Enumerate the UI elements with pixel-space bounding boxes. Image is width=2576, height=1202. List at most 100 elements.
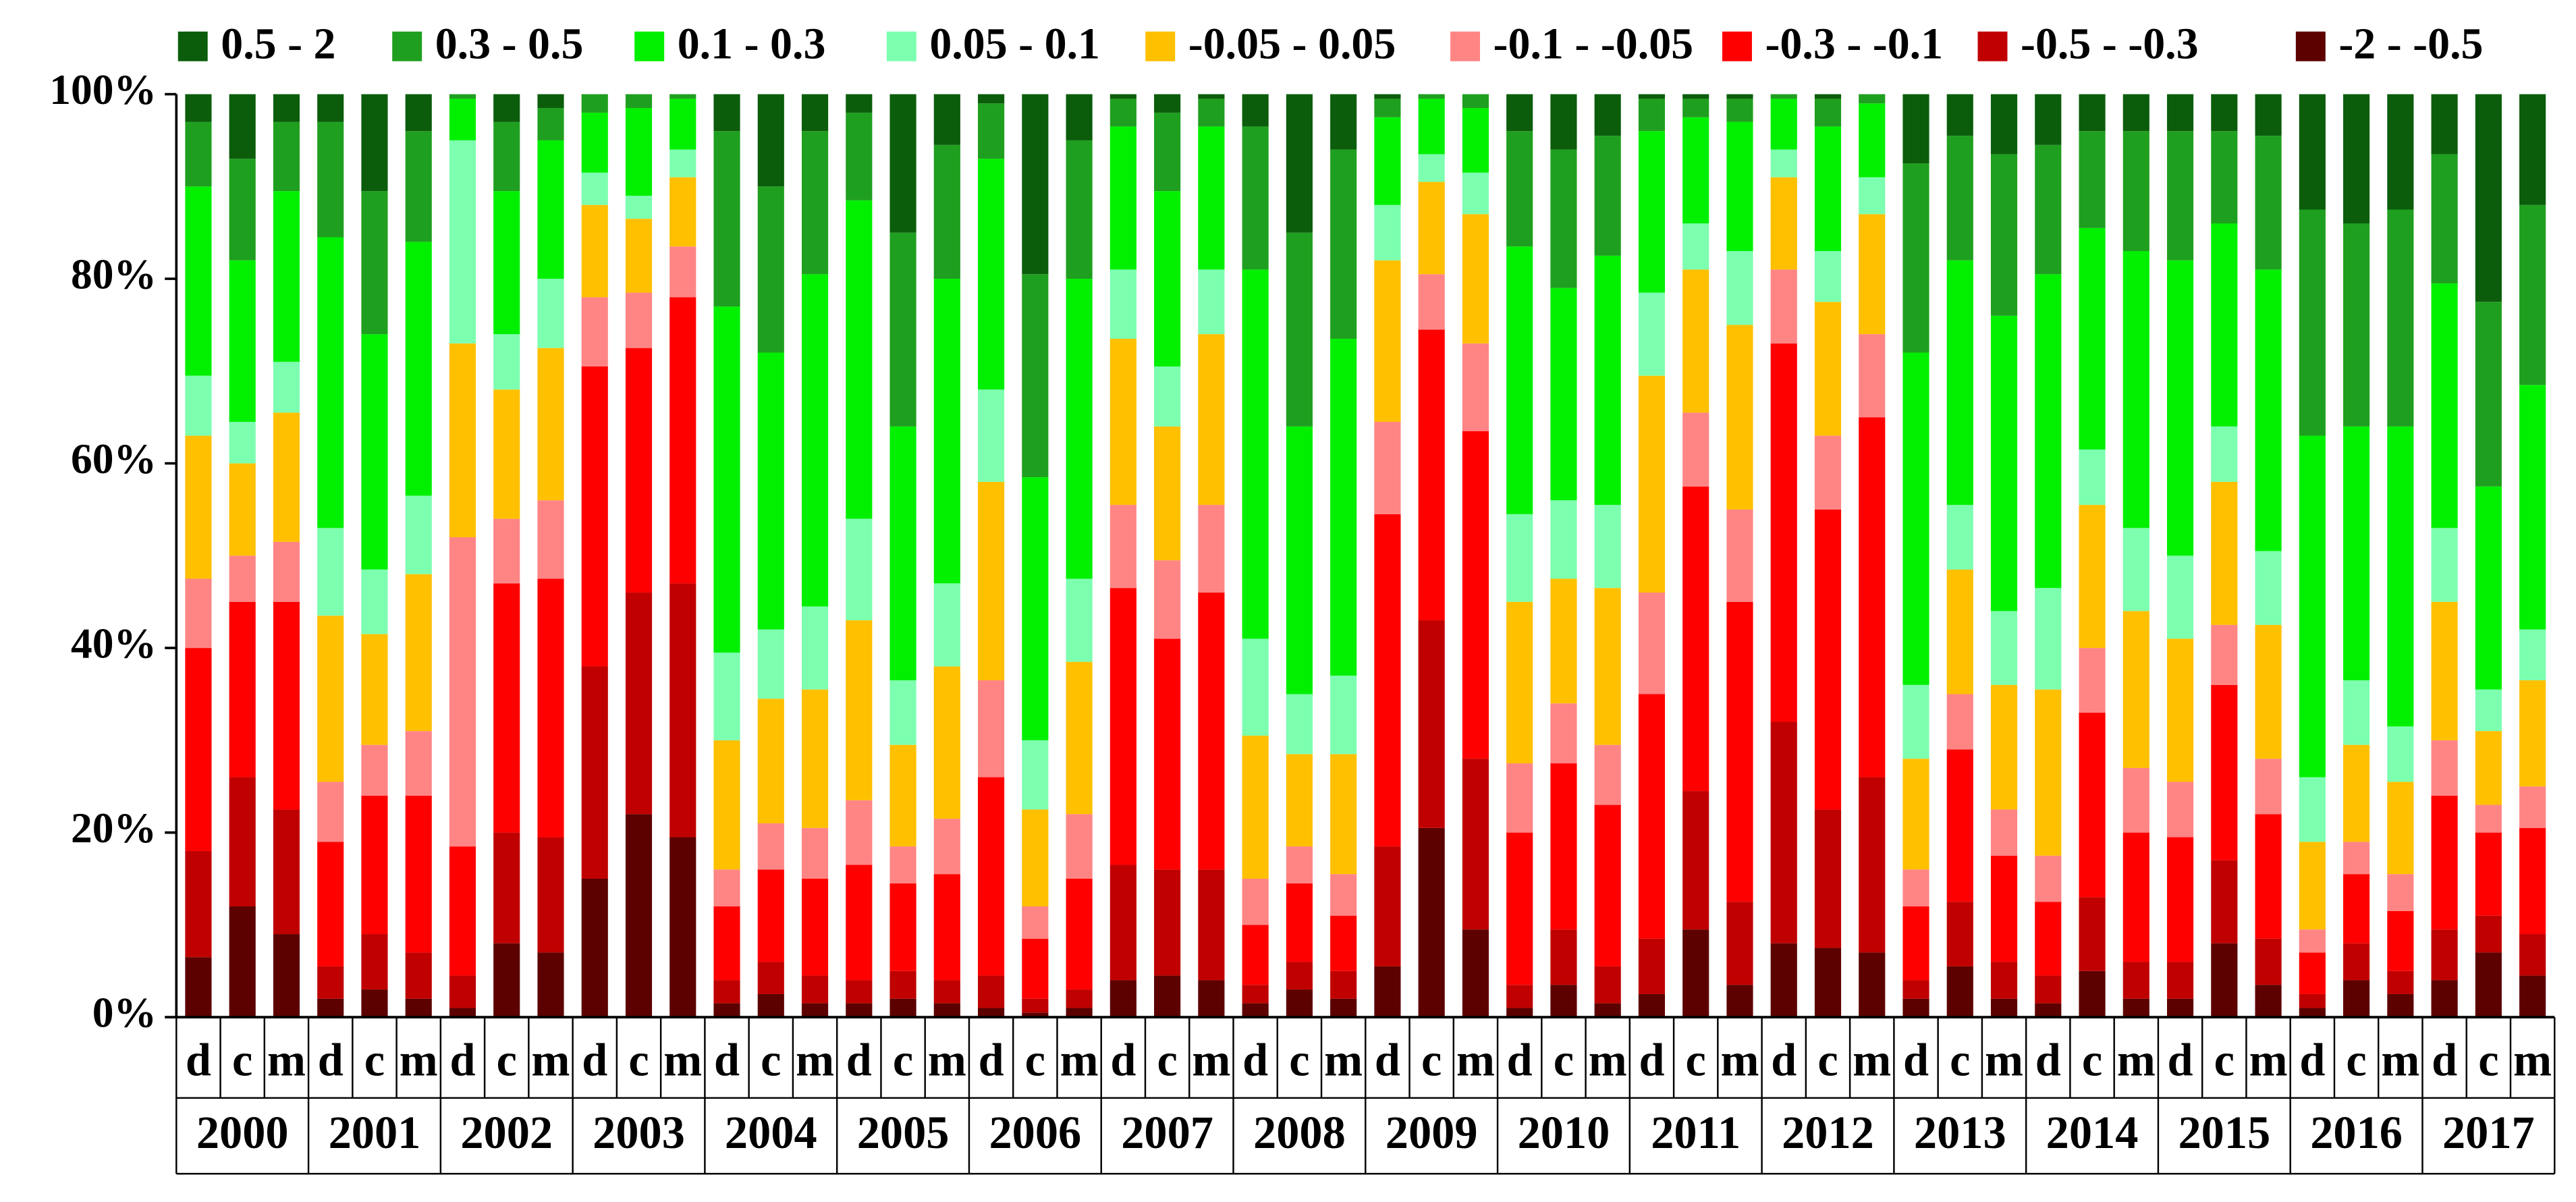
bar-segment [185, 435, 212, 579]
bar-segment [493, 389, 520, 519]
bar-segment [757, 352, 784, 630]
bar-segment [1902, 163, 1929, 353]
bar-segment [2122, 251, 2149, 528]
bar-segment [1814, 94, 1842, 99]
bar-segment [405, 242, 432, 496]
bar-segment [1859, 214, 1886, 335]
bar-segment [1859, 177, 1886, 215]
bar-segment [1990, 855, 2018, 962]
bar-segment [1990, 962, 2018, 999]
bar-segment [757, 699, 784, 823]
bar-segment [2387, 426, 2414, 727]
bar-segment [1902, 759, 1929, 870]
bar-segment [1506, 985, 1533, 1008]
bar-segment [1330, 998, 1357, 1018]
bar-segment [757, 94, 784, 187]
group-label: 2004 [725, 1107, 817, 1158]
bar-segment [625, 195, 653, 219]
bar-segment [757, 962, 784, 994]
bar-segment [185, 957, 212, 1018]
bar-segment [801, 274, 829, 607]
bar-segment [1770, 99, 1797, 150]
bar-segment [2343, 842, 2370, 875]
bar-segment [2519, 786, 2546, 828]
bar-segment [2519, 94, 2546, 205]
x-tick-label: m [532, 1035, 570, 1086]
bar-segment [1506, 832, 1533, 985]
bar-segment [1462, 94, 1489, 109]
bar-segment [669, 94, 696, 99]
bar-segment [1770, 343, 1797, 722]
bar-segment [1330, 94, 1357, 150]
bar-segment [1550, 500, 1577, 579]
bar-segment [978, 777, 1005, 976]
bar-segment [2387, 993, 2414, 1018]
bar-segment [2343, 980, 2370, 1018]
bar-segment [537, 837, 564, 953]
bar-segment [2255, 136, 2282, 270]
bar-segment [1946, 136, 1973, 261]
bar-segment [1638, 593, 1666, 694]
bar-segment [2035, 588, 2062, 690]
bar-segment [1109, 505, 1136, 589]
x-tick-label: d [1903, 1035, 1929, 1086]
bar-segment [537, 500, 564, 579]
bar-segment [229, 422, 256, 464]
bar-segment [1594, 255, 1621, 506]
bar-segment [273, 412, 300, 542]
bar-segment [2035, 975, 2062, 1004]
bar-segment [449, 99, 476, 140]
bar-segment [846, 518, 873, 621]
bar-segment [1242, 985, 1269, 1004]
bar-segment [1682, 94, 1709, 99]
bar-segment [2211, 943, 2238, 1018]
bar-segment [1066, 279, 1093, 579]
bar-segment [1462, 172, 1489, 215]
bar-segment [2166, 998, 2194, 1018]
bar-segment [2519, 934, 2546, 976]
bar-segment [1990, 809, 2018, 856]
bar-segment [317, 237, 344, 528]
bar-segment [757, 869, 784, 962]
bar-segment [1946, 902, 1973, 966]
bar-segment [1418, 620, 1445, 828]
bar-segment [2255, 985, 2282, 1018]
bar-segment [846, 620, 873, 800]
bar-segment [2166, 837, 2194, 962]
bar-segment [1066, 878, 1093, 990]
bar-segment [273, 541, 300, 602]
x-tick-label: d [1771, 1035, 1797, 1086]
bar-segment [801, 1003, 829, 1018]
bar-segment [2387, 94, 2414, 210]
bar-segment [537, 108, 564, 140]
bar-segment [229, 159, 256, 261]
bar-segment [2519, 629, 2546, 680]
bar-segment [1286, 989, 1313, 1018]
bar-segment [2211, 131, 2238, 224]
bar-segment [1859, 417, 1886, 777]
bar-segment [449, 975, 476, 1008]
bar-segment [669, 297, 696, 584]
legend-swatch [886, 31, 916, 61]
bar-segment [1418, 274, 1445, 330]
x-tick-label: m [2117, 1035, 2156, 1086]
bar-segment [493, 943, 520, 1018]
bar-segment [2387, 971, 2414, 994]
bar-segment [713, 652, 740, 740]
bar-segment [493, 94, 520, 122]
bar-segment [1462, 929, 1489, 1018]
bar-segment [1902, 869, 1929, 907]
bar-segment [801, 94, 829, 132]
bar-segment [2255, 759, 2282, 815]
bar-segment [273, 601, 300, 810]
bar-segment [581, 297, 608, 366]
bar-segment [1286, 94, 1313, 233]
bar-segment [1198, 269, 1225, 335]
group-label: 2001 [329, 1107, 421, 1158]
bar-segment [1374, 260, 1401, 422]
bar-segment [1638, 131, 1666, 293]
bar-segment [2079, 505, 2106, 649]
bar-segment [669, 583, 696, 838]
bar-segment [361, 795, 388, 935]
bar-segment [2211, 223, 2238, 427]
